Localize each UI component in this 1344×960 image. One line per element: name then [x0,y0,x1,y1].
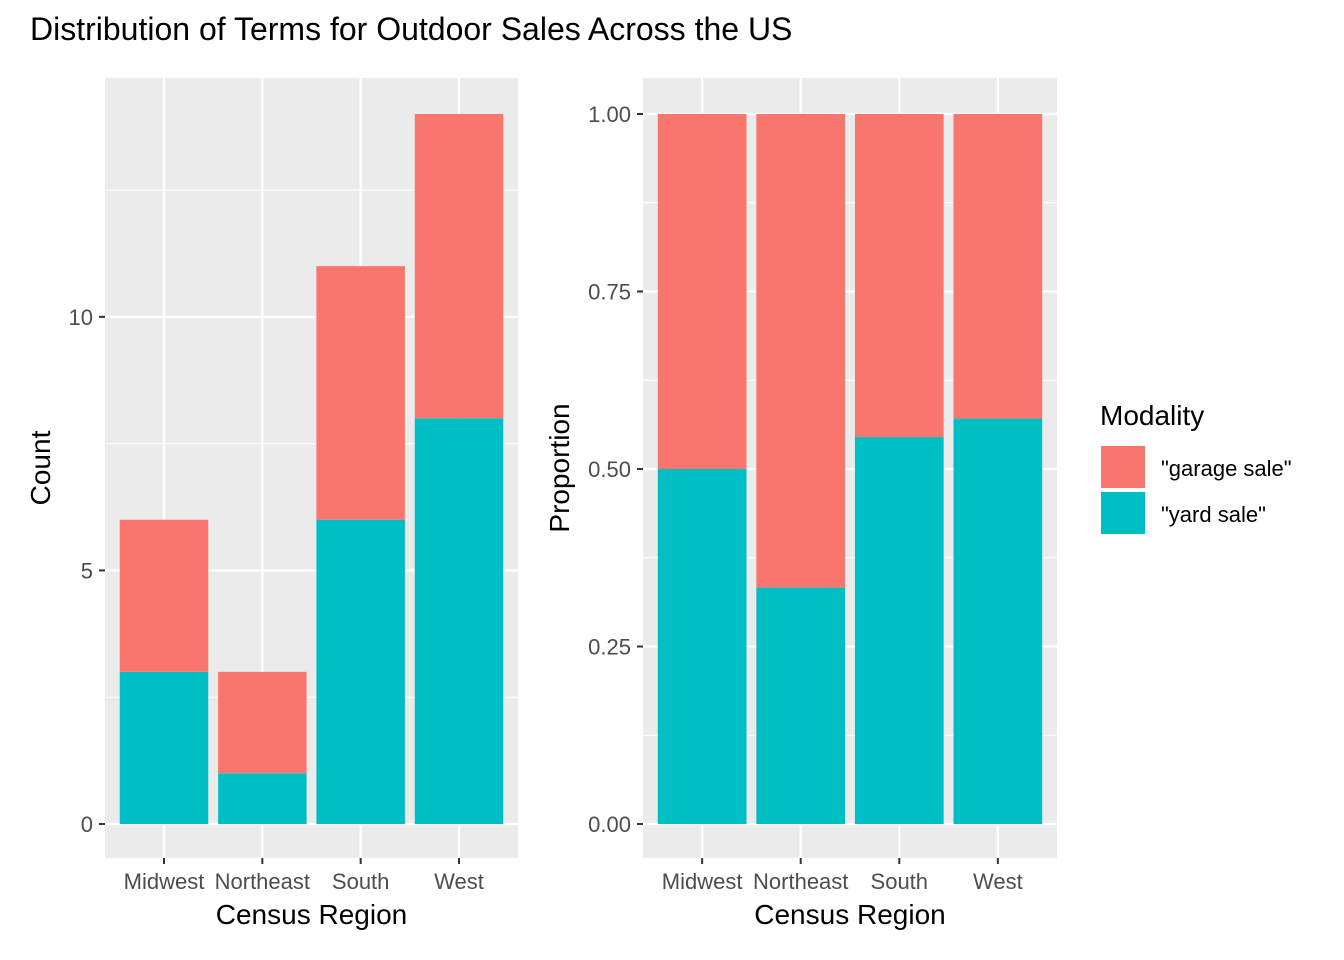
bar-garage-sale-midwest [657,114,747,469]
bar-yard-sale-midwest [119,671,209,824]
bar-yard-sale-west [953,418,1043,824]
legend-key-garage-sale [1101,446,1145,488]
bar-garage-sale-northeast [218,671,307,774]
y-tick-label: 0.75 [588,280,631,305]
bar-garage-sale-west [953,114,1043,419]
x-tick-label-south: South [871,869,929,894]
legend-key-yard-sale [1101,492,1145,534]
x-tick-label-west: West [434,869,484,894]
legend-label-garage-sale: "garage sale" [1161,456,1292,481]
legend-label-yard-sale: "yard sale" [1161,502,1266,527]
bar-garage-sale-northeast [756,114,846,588]
bar-yard-sale-west [414,418,504,824]
bar-garage-sale-west [414,114,504,419]
x-tick-label-west: West [973,869,1023,894]
bar-yard-sale-south [854,437,944,824]
count-panel: 0 5 10 Midwest Northeast South West Census Regi… [25,78,518,930]
x-tick-label-northeast: Northeast [215,869,310,894]
y-tick-label: 0 [81,812,93,837]
y-tick-label: 0.25 [588,635,631,660]
chart-title: Distribution of Terms for Outdoor Sales … [30,11,792,47]
legend-title: Modality [1100,400,1204,431]
y-tick-label: 0.50 [588,457,631,482]
x-tick-label-south: South [332,869,390,894]
bar-yard-sale-south [316,519,405,824]
proportion-panel: 0.00 0.25 0.50 0.75 1.00 Midwest Northeast Sout… [544,78,1057,930]
bar-garage-sale-south [316,266,405,520]
y-tick-label: 1.00 [588,102,631,127]
y-tick-label: 0.00 [588,812,631,837]
x-tick-label-northeast: Northeast [753,869,848,894]
y-tick-label: 5 [81,558,93,583]
y-axis-title: Count [25,430,56,505]
bar-yard-sale-midwest [657,469,747,824]
bar-yard-sale-northeast [756,587,846,824]
bar-garage-sale-south [854,114,944,438]
x-axis-title: Census Region [216,899,407,930]
x-tick-label-midwest: Midwest [662,869,743,894]
legend: Modality "garage sale" "yard sale" [1100,400,1292,534]
y-axis-title: Proportion [544,403,575,532]
x-tick-label-midwest: Midwest [124,869,205,894]
y-tick-label: 10 [69,305,93,330]
bar-yard-sale-northeast [218,773,307,824]
bar-garage-sale-midwest [119,519,209,672]
x-axis-title: Census Region [754,899,945,930]
